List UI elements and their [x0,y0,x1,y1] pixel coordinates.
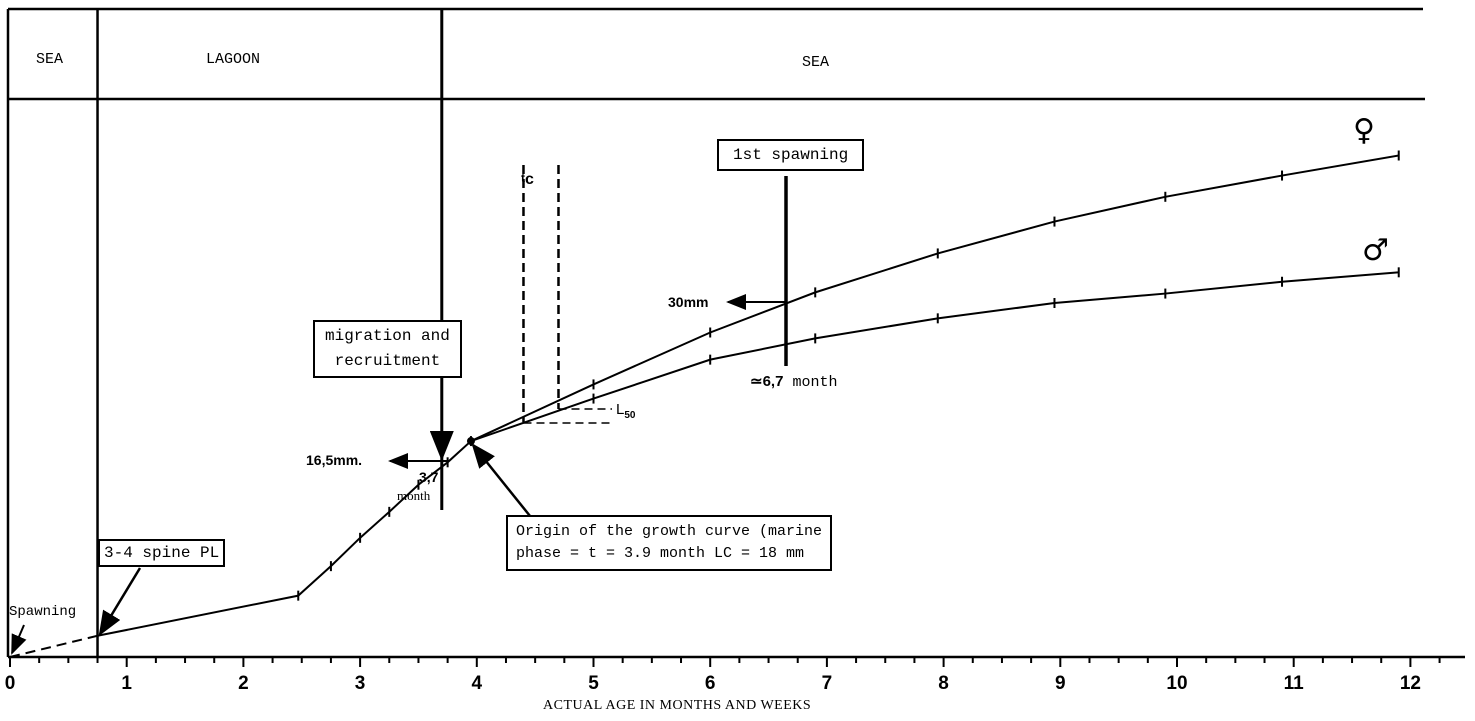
spine-box: 3-4 spine PL [98,539,226,567]
x-tick-label: 12 [1399,673,1421,694]
age-6-7-label: ≃6,7 month [750,374,837,390]
series-line-0 [9,634,98,658]
x-tick-label: 11 [1283,673,1304,694]
series-line-2 [470,154,1399,442]
spine-label: 3-4 spine PL [104,544,220,562]
length-16-5-label: 16,5mm. [306,452,363,468]
origin-box: Origin of the growth curve (marine phase… [506,515,833,571]
zone-label-sea-2: SEA [802,54,830,71]
x-tick-label: 3 [354,673,366,694]
series-line-3 [470,271,1399,443]
zone-label-lagoon: LAGOON [206,51,261,68]
age-3-7-label: 3,7 [419,469,439,485]
x-tick-label: 2 [238,673,249,694]
l50-l: L [616,401,625,418]
l50-sub: 50 [624,410,636,421]
origin-line1: Origin of the growth curve (marine [516,523,823,540]
x-tick-label: 6 [704,673,716,694]
l50-label: L50 [616,402,635,421]
male-symbol: ♂ [1362,233,1389,268]
x-tick-label: 7 [821,673,833,694]
origin-line2: phase = t = 3.9 month LC = 18 mm [516,545,805,562]
tc-label: tc [521,172,534,188]
x-tick-label: 0 [4,673,16,694]
x-tick-label: 8 [938,673,949,694]
female-symbol: ♀ [1353,113,1375,148]
x-tick-label: 1 [121,673,132,694]
tc-t: t [521,171,525,185]
migration-box: migration and recruitment [313,320,462,378]
x-tick-label: 5 [588,673,599,694]
age-6-7-unit: month [792,374,838,391]
spawning-arrow [11,624,27,655]
migration-line2: recruitment [334,352,441,370]
zone-label-sea-1: SEA [36,51,64,68]
first-spawning-box: 1st spawning [717,139,865,171]
x-tick-label: 10 [1166,673,1188,694]
origin-arrow [471,443,531,517]
x-tick-label: 9 [1055,673,1066,694]
spawning-label: Spawning [9,604,77,620]
series-line-1 [97,440,472,637]
first-spawning-label: 1st spawning [733,146,849,164]
migration-line1: migration and [325,327,450,345]
x-tick-label: 4 [471,673,483,694]
spine-arrow [98,567,142,637]
length-30-label: 30mm [668,294,709,310]
x-axis-title: ACTUAL AGE IN MONTHS AND WEEKS [543,698,812,713]
origin-point [466,437,475,446]
age-3-7-unit: month [397,488,431,503]
age-6-7-value: ≃6,7 [750,373,784,390]
tc-sub: c [525,171,534,188]
